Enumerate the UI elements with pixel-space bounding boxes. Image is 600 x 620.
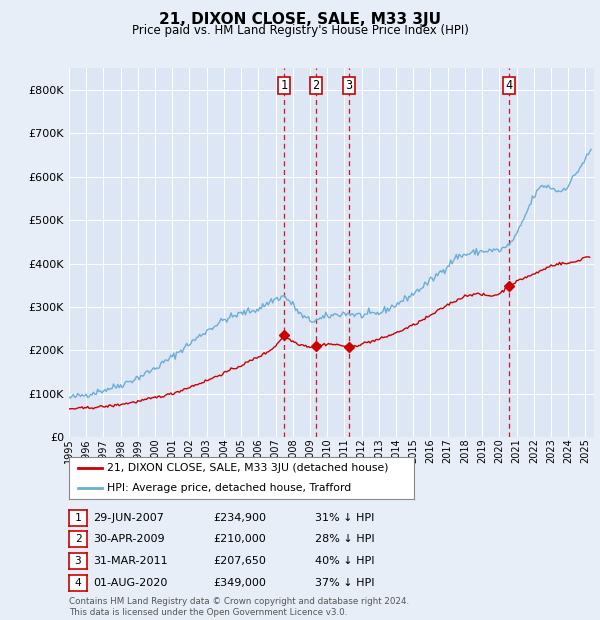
Text: 3: 3 [345,79,352,92]
Text: HPI: Average price, detached house, Trafford: HPI: Average price, detached house, Traf… [107,483,351,493]
Text: 1: 1 [280,79,287,92]
Text: 37% ↓ HPI: 37% ↓ HPI [315,578,374,588]
Text: 21, DIXON CLOSE, SALE, M33 3JU: 21, DIXON CLOSE, SALE, M33 3JU [159,12,441,27]
Text: 01-AUG-2020: 01-AUG-2020 [93,578,167,588]
Text: 3: 3 [74,556,82,566]
Text: 1: 1 [74,513,82,523]
Text: 40% ↓ HPI: 40% ↓ HPI [315,556,374,566]
Text: £234,900: £234,900 [213,513,266,523]
Text: 2: 2 [74,534,82,544]
Text: 31% ↓ HPI: 31% ↓ HPI [315,513,374,523]
Text: Contains HM Land Registry data © Crown copyright and database right 2024.
This d: Contains HM Land Registry data © Crown c… [69,598,409,617]
Text: 28% ↓ HPI: 28% ↓ HPI [315,534,374,544]
Text: £207,650: £207,650 [213,556,266,566]
Text: 2: 2 [312,79,319,92]
Text: 4: 4 [506,79,513,92]
Text: 29-JUN-2007: 29-JUN-2007 [93,513,164,523]
Text: Price paid vs. HM Land Registry's House Price Index (HPI): Price paid vs. HM Land Registry's House … [131,24,469,37]
Text: £349,000: £349,000 [213,578,266,588]
Text: 4: 4 [74,578,82,588]
Text: 30-APR-2009: 30-APR-2009 [93,534,164,544]
Text: £210,000: £210,000 [213,534,266,544]
Text: 31-MAR-2011: 31-MAR-2011 [93,556,167,566]
Text: 21, DIXON CLOSE, SALE, M33 3JU (detached house): 21, DIXON CLOSE, SALE, M33 3JU (detached… [107,463,388,473]
